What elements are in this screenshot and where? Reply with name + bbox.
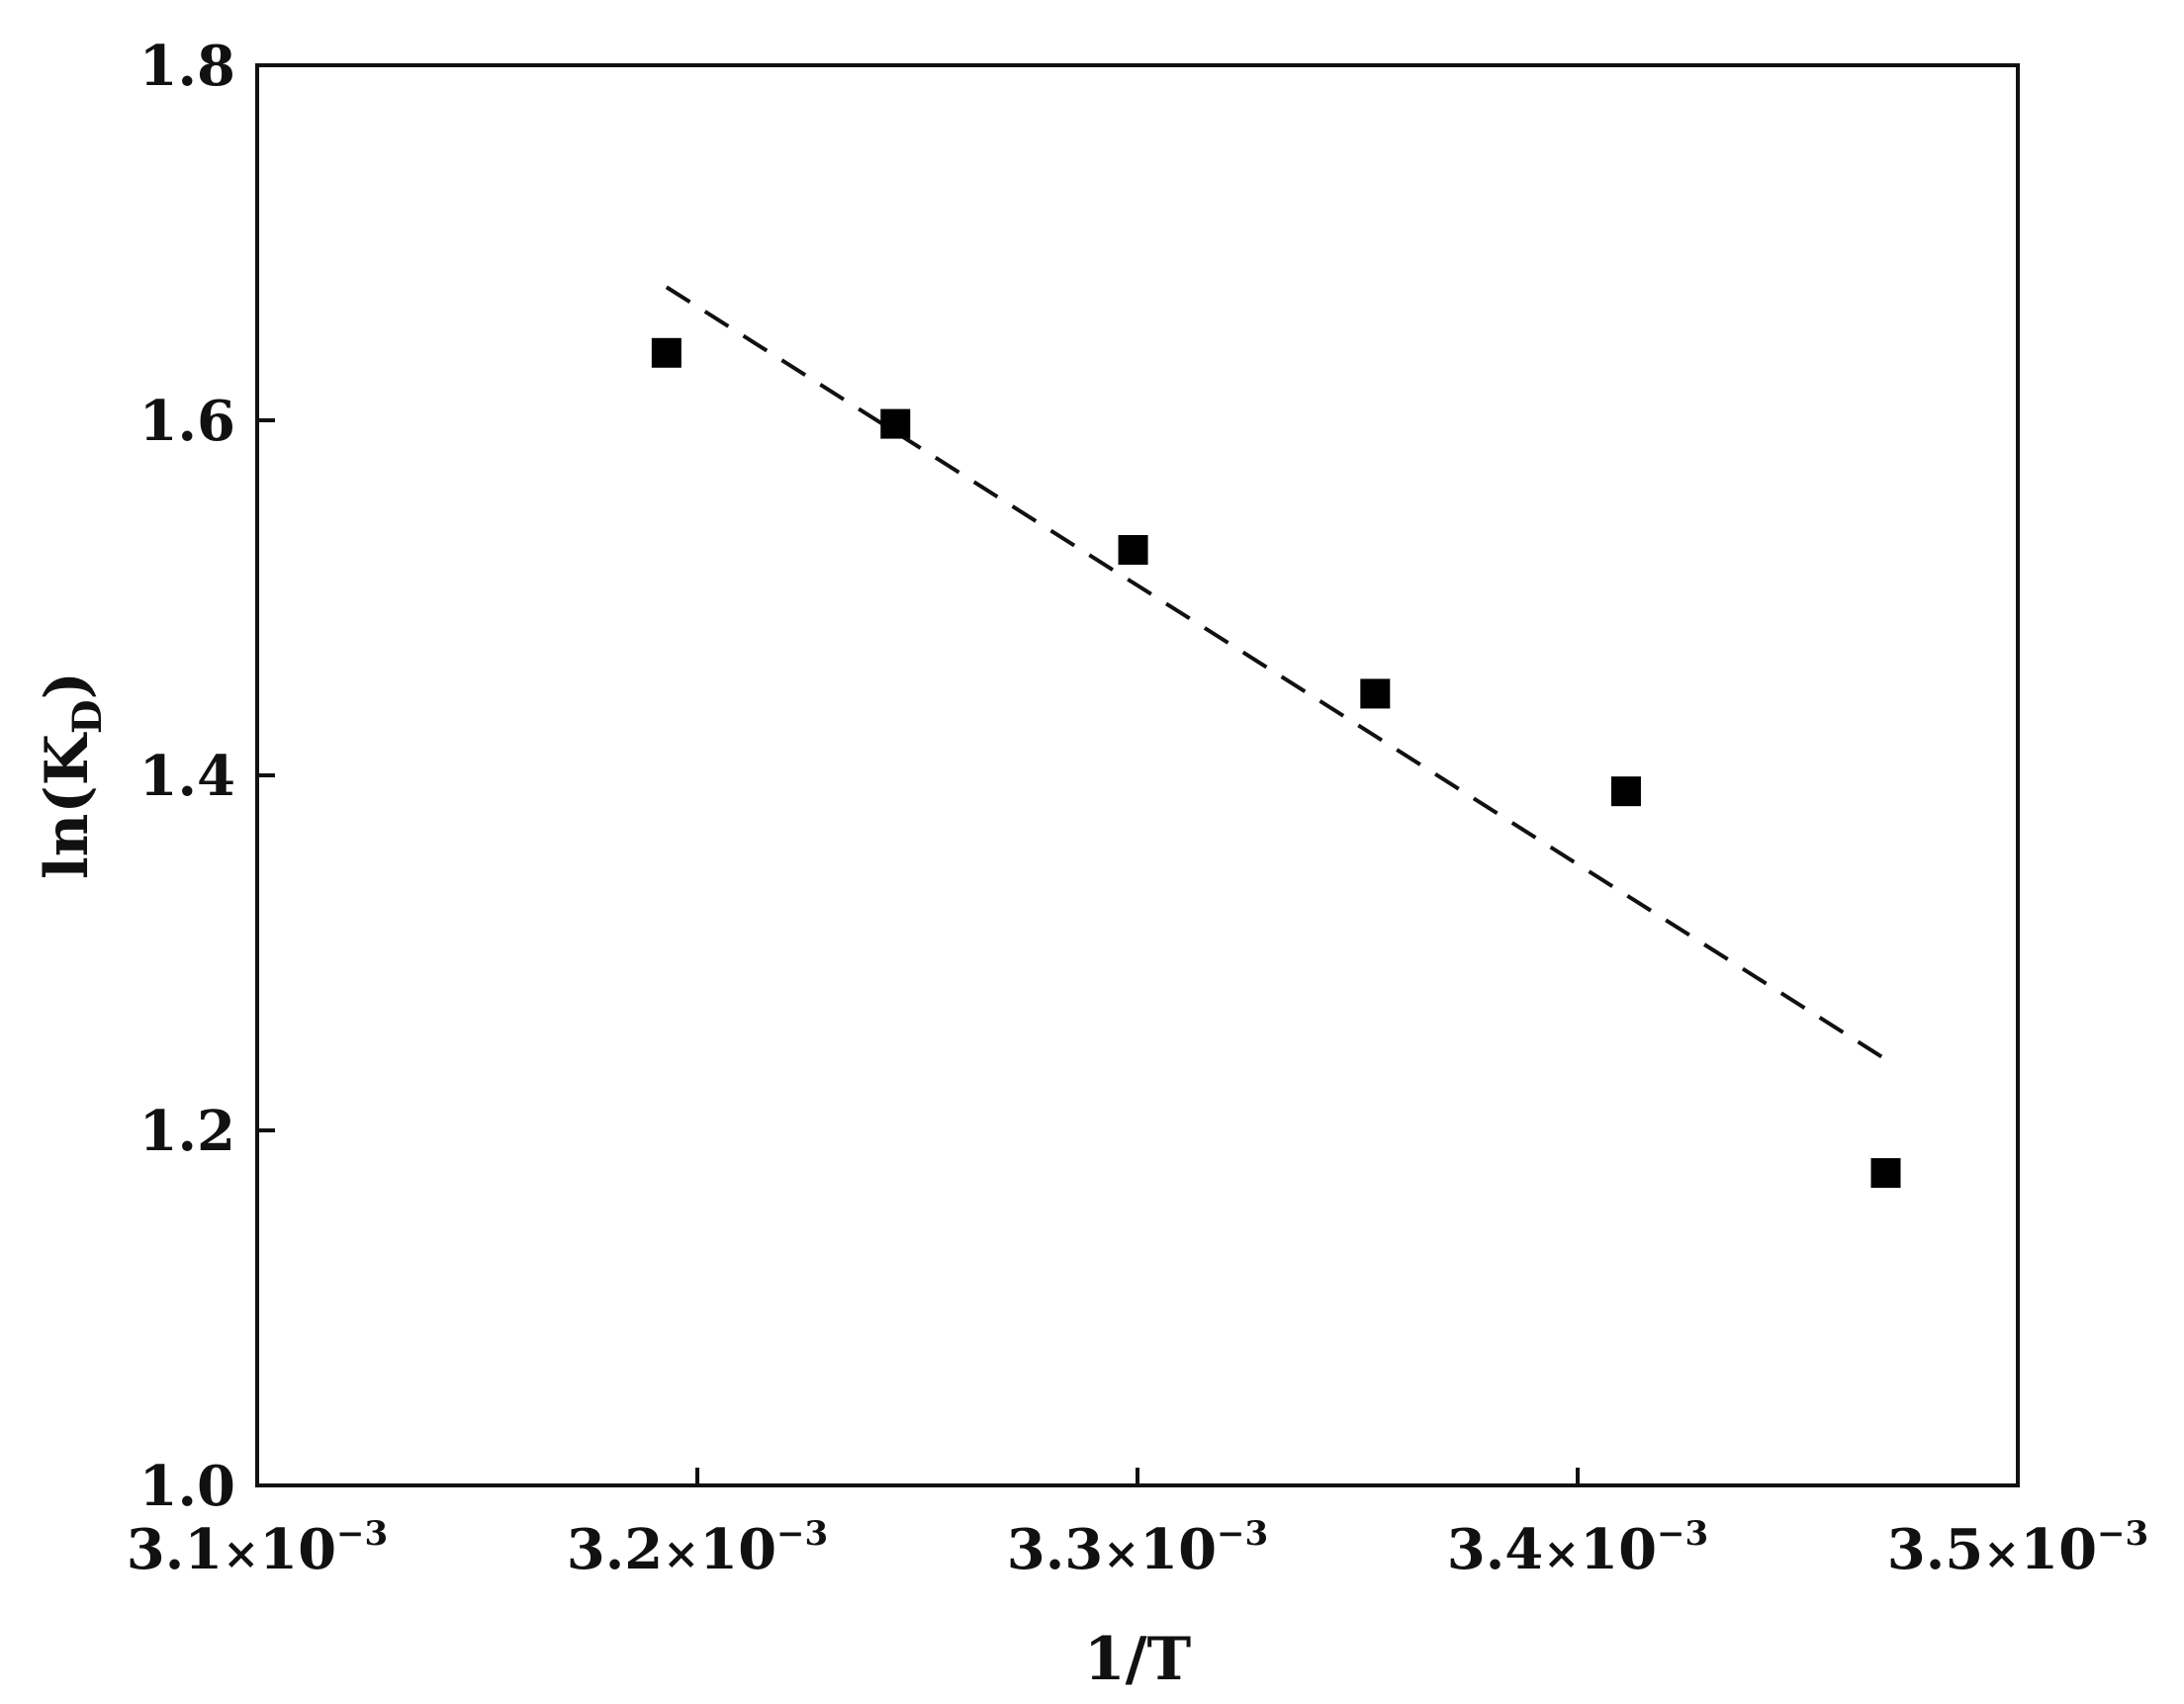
data-point [880,408,911,439]
data-points [651,337,1901,1189]
plot-frame [255,63,2020,1487]
data-point [1870,1158,1901,1189]
y-tick-label: 1.6 [139,389,235,454]
y-tick-label: 1.2 [139,1099,235,1164]
x-tick-label: 3.5×10−3 [1887,1514,2148,1582]
y-tick-label: 1.4 [139,744,235,809]
y-tick-label: 1.0 [139,1454,235,1519]
y-axis-label-subscript: D [64,699,111,734]
data-point [1118,535,1148,566]
y-axis-label: ln(KD) [33,672,111,879]
x-tick-label: 3.3×10−3 [1007,1514,1268,1582]
data-point [1360,678,1391,709]
fit-line [665,285,1887,1061]
data-point [651,337,682,368]
x-tick-label: 3.4×10−3 [1447,1514,1708,1582]
x-tick-label: 3.2×10−3 [567,1514,828,1582]
y-axis-label-close: ) [33,672,102,699]
y-axis-label-main: ln(K [33,732,102,879]
y-axis-ticks: 1.0 1.2 1.4 1.6 1.8 [139,34,275,1519]
x-tick-label: 3.1×10−3 [127,1514,388,1582]
y-tick-label: 1.8 [139,34,235,99]
data-point [1610,776,1641,807]
x-axis-label: 1/T [1084,1625,1192,1694]
x-axis-ticks: 3.1×10−3 3.2×10−3 3.3×10−3 3.4×10−3 3.5×10−3 [127,1468,2148,1582]
